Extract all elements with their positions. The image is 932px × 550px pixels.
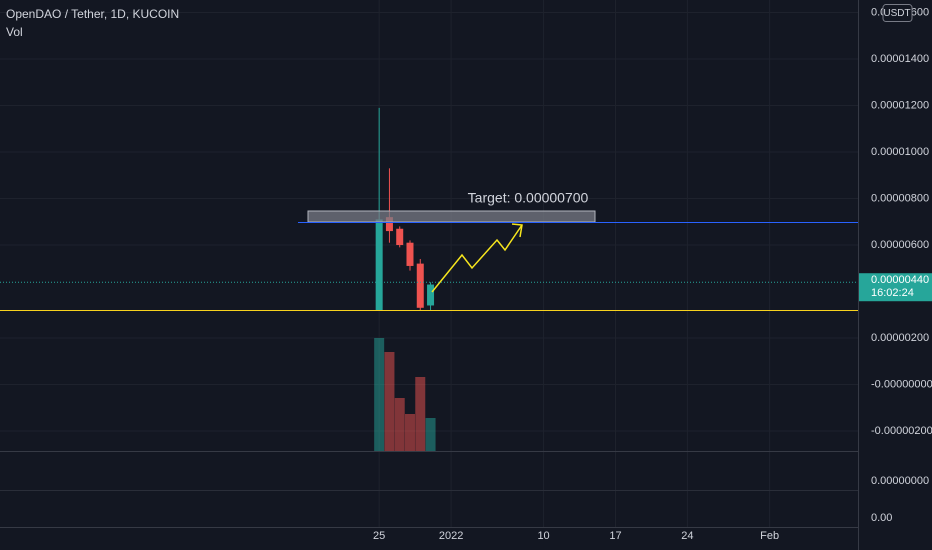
y-tick-label: 0.00001000 (871, 146, 929, 158)
volume-label: Vol (6, 25, 23, 39)
projection-arrow (431, 224, 523, 293)
marks (374, 107, 436, 451)
y-tick-label: 0.00001200 (871, 99, 929, 111)
x-tick-label: 10 (537, 530, 549, 542)
candle-body (427, 284, 435, 306)
currency-label: USDT (883, 8, 910, 19)
target-zone (307, 210, 596, 223)
y-tick-label: 0.00001400 (871, 53, 929, 65)
last-price-label: 0.00000440 (871, 274, 929, 286)
y-tick-label: 0.00000600 (871, 239, 929, 251)
volume-bar (384, 352, 395, 451)
candle-body (416, 263, 424, 308)
y-tick-label: 0.00000200 (871, 332, 929, 344)
last-price-box (859, 273, 932, 302)
countdown: 16:02:24 (871, 287, 914, 299)
x-tick-label: 2022 (439, 530, 463, 542)
lower-pane-label: 0.00000000 (871, 475, 929, 487)
chart-title: OpenDAO / Tether, 1D, KUCOIN (6, 7, 179, 21)
volume-bar (374, 338, 385, 451)
candle-body (396, 228, 404, 246)
x-tick-label: Feb (760, 530, 779, 542)
lower-pane-label: 0.00 (871, 512, 892, 524)
candle-body (385, 217, 393, 232)
x-tick-label: 24 (681, 530, 693, 542)
arrow-head (511, 223, 523, 238)
y-tick-label: 0.00000800 (871, 192, 929, 204)
x-tick-label: 25 (373, 530, 385, 542)
y-tick-label: -0.00000000 (871, 378, 932, 390)
candle-body (406, 242, 414, 266)
volume-bar (415, 377, 426, 451)
volume-bar (404, 414, 415, 451)
grid (0, 0, 858, 527)
x-tick-label: 17 (609, 530, 621, 542)
volume-bar (394, 398, 405, 451)
y-axis: 0.000016000.000014000.000012000.00001000… (871, 6, 932, 436)
volume-bar (425, 418, 436, 451)
drawings: Target: 0.00000700 (0, 190, 858, 311)
y-tick-label: -0.00000200 (871, 425, 932, 437)
target-label: Target: 0.00000700 (468, 190, 589, 206)
currency-badge (882, 4, 913, 23)
candle-body (375, 219, 383, 311)
